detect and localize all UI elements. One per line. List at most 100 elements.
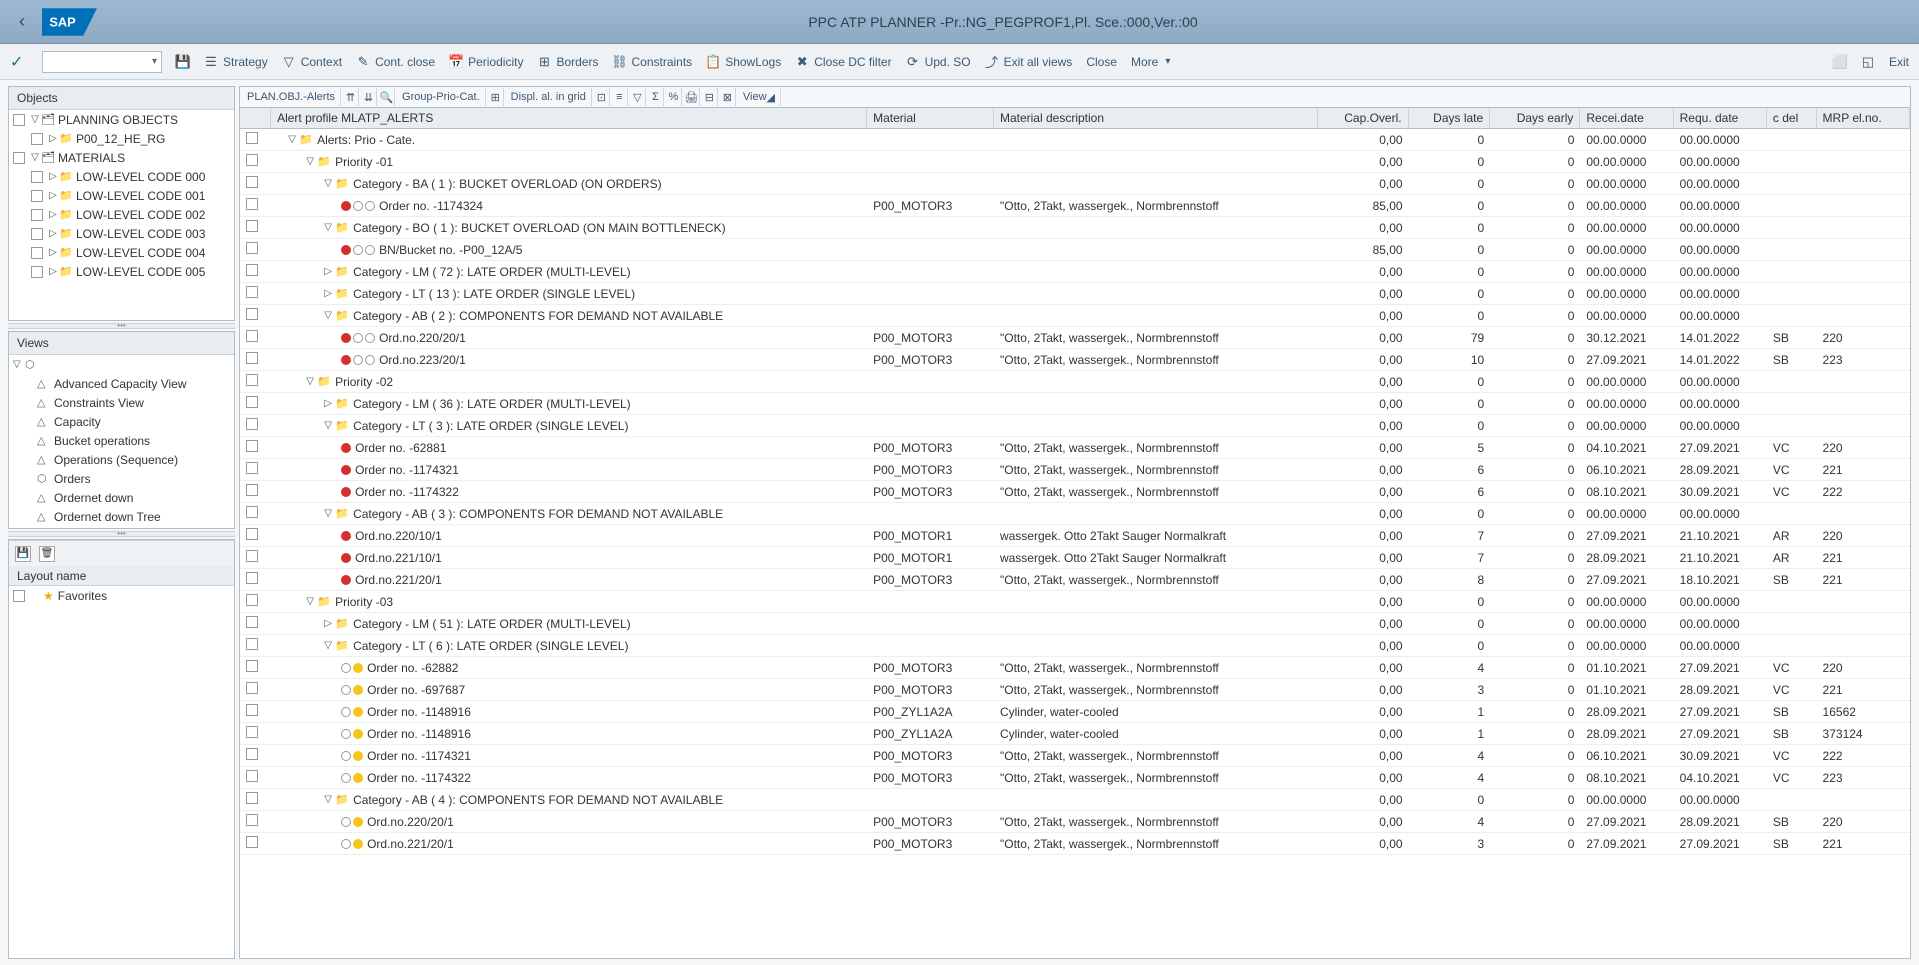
expand-icon[interactable]: ▷: [47, 209, 59, 220]
tree-checkbox[interactable]: [31, 247, 43, 259]
exit-button[interactable]: Exit: [1889, 55, 1909, 69]
tree-checkbox[interactable]: [31, 266, 43, 278]
more-button[interactable]: More▾: [1131, 55, 1170, 69]
row-checkbox[interactable]: [246, 506, 258, 518]
row-expand-icon[interactable]: ▽: [323, 310, 333, 321]
layout-checkbox[interactable]: [13, 590, 25, 602]
row-checkbox[interactable]: [246, 176, 258, 188]
layout-save-icon[interactable]: 💾: [15, 546, 31, 562]
expand-icon[interactable]: ▷: [47, 247, 59, 258]
grid-row[interactable]: ▽📁Priority -02 0,00 0 0 00.00.0000 00.00…: [240, 371, 1910, 393]
tree-checkbox[interactable]: [31, 209, 43, 221]
grid-row[interactable]: ▽📁Priority -01 0,00 0 0 00.00.0000 00.00…: [240, 151, 1910, 173]
group-prio-cat[interactable]: Group-Prio-Cat.: [397, 88, 486, 106]
row-checkbox[interactable]: [246, 308, 258, 320]
tool-icon-4[interactable]: Σ: [648, 88, 664, 106]
row-checkbox[interactable]: [246, 286, 258, 298]
expand-icon[interactable]: ▽: [29, 152, 41, 163]
view-item[interactable]: ⬡ Orders: [9, 469, 234, 488]
grid-row[interactable]: BN/Bucket no. -P00_12A/5 85,00 0 0 00.00…: [240, 239, 1910, 261]
upd-so-button[interactable]: ⟳Upd. SO: [906, 55, 971, 69]
view-item[interactable]: △ Capacity: [9, 412, 234, 431]
grid-row[interactable]: ▷📁Category - LT ( 13 ): LATE ORDER (SING…: [240, 283, 1910, 305]
check-icon[interactable]: ✓: [10, 52, 28, 72]
row-expand-icon[interactable]: ▷: [323, 398, 333, 409]
tree-checkbox[interactable]: [31, 171, 43, 183]
grid-row[interactable]: Ord.no.220/20/1 P00_MOTOR3 "Otto, 2Takt,…: [240, 811, 1910, 833]
close-dc-button[interactable]: ✖Close DC filter: [795, 55, 891, 69]
back-button[interactable]: ‹: [10, 10, 34, 34]
tree-row[interactable]: ▷ 📁 P00_12_HE_RG: [9, 129, 234, 148]
window-icon-1[interactable]: ⬜: [1833, 55, 1847, 69]
tool-icon-2[interactable]: ≡: [612, 88, 628, 106]
expand-icon[interactable]: ▷: [47, 228, 59, 239]
col-alert-profile[interactable]: Alert profile MLATP_ALERTS: [271, 108, 867, 129]
row-checkbox[interactable]: [246, 660, 258, 672]
row-checkbox[interactable]: [246, 748, 258, 760]
row-checkbox[interactable]: [246, 242, 258, 254]
grid-row[interactable]: ▽📁Priority -03 0,00 0 0 00.00.0000 00.00…: [240, 591, 1910, 613]
row-expand-icon[interactable]: ▽: [323, 794, 333, 805]
tool-icon-3[interactable]: ▽: [630, 88, 646, 106]
row-checkbox[interactable]: [246, 154, 258, 166]
row-checkbox[interactable]: [246, 836, 258, 848]
tree-row[interactable]: ▽ 🗂 PLANNING OBJECTS: [9, 110, 234, 129]
grid-icon[interactable]: ⊞: [488, 88, 504, 106]
expand-icon[interactable]: ▷: [47, 133, 59, 144]
row-checkbox[interactable]: [246, 462, 258, 474]
tree-row[interactable]: ▷ 📁 LOW-LEVEL CODE 002: [9, 205, 234, 224]
close-button[interactable]: Close: [1086, 55, 1117, 69]
grid-row[interactable]: Order no. -1174322 P00_MOTOR3 "Otto, 2Ta…: [240, 481, 1910, 503]
constraints-button[interactable]: ⛓Constraints: [612, 55, 692, 69]
tree-row[interactable]: ▽ 🗂 MATERIALS: [9, 148, 234, 167]
row-checkbox[interactable]: [246, 330, 258, 342]
layout-delete-icon[interactable]: 🗑: [39, 546, 55, 562]
tree-row[interactable]: ▷ 📁 LOW-LEVEL CODE 005: [9, 262, 234, 281]
grid-row[interactable]: ▽📁Category - BA ( 1 ): BUCKET OVERLOAD (…: [240, 173, 1910, 195]
displ-al-grid[interactable]: Displ. al. in grid: [506, 88, 592, 106]
borders-button[interactable]: ⊞Borders: [537, 55, 598, 69]
row-expand-icon[interactable]: ▽: [323, 640, 333, 651]
row-checkbox[interactable]: [246, 616, 258, 628]
tree-row[interactable]: ▷ 📁 LOW-LEVEL CODE 001: [9, 186, 234, 205]
grid-row[interactable]: Order no. -62881 P00_MOTOR3 "Otto, 2Takt…: [240, 437, 1910, 459]
context-button[interactable]: ▽Context: [282, 55, 342, 69]
grid-row[interactable]: ▽📁Category - LT ( 3 ): LATE ORDER (SINGL…: [240, 415, 1910, 437]
row-expand-icon[interactable]: ▷: [323, 288, 333, 299]
view-item[interactable]: △ Advanced Capacity View: [9, 374, 234, 393]
row-checkbox[interactable]: [246, 418, 258, 430]
views-root[interactable]: ▽⬡: [9, 355, 234, 374]
row-checkbox[interactable]: [246, 792, 258, 804]
save-icon[interactable]: 💾: [176, 55, 190, 69]
tool-icon-5[interactable]: %: [666, 88, 682, 106]
tree-row[interactable]: ▷ 📁 LOW-LEVEL CODE 000: [9, 167, 234, 186]
tool-icon-8[interactable]: ⊠: [720, 88, 736, 106]
view-item[interactable]: △ Constraints View: [9, 393, 234, 412]
strategy-button[interactable]: ☰Strategy: [204, 55, 268, 69]
row-checkbox[interactable]: [246, 528, 258, 540]
tool-icon-1[interactable]: ⊡: [594, 88, 610, 106]
grid-row[interactable]: Order no. -1148916 P00_ZYL1A2A Cylinder,…: [240, 723, 1910, 745]
grid-row[interactable]: Order no. -1174321 P00_MOTOR3 "Otto, 2Ta…: [240, 745, 1910, 767]
grid-row[interactable]: Ord.no.221/10/1 P00_MOTOR1 wassergek. Ot…: [240, 547, 1910, 569]
grid-row[interactable]: Ord.no.220/10/1 P00_MOTOR1 wassergek. Ot…: [240, 525, 1910, 547]
grid-row[interactable]: ▽📁Alerts: Prio - Cate. 0,00 0 0 00.00.00…: [240, 129, 1910, 151]
grid-row[interactable]: ▽📁Category - LT ( 6 ): LATE ORDER (SINGL…: [240, 635, 1910, 657]
cont-close-button[interactable]: ✎Cont. close: [356, 55, 435, 69]
expand-icon[interactable]: ▷: [47, 171, 59, 182]
row-checkbox[interactable]: [246, 550, 258, 562]
row-expand-icon[interactable]: ▽: [305, 596, 315, 607]
row-expand-icon[interactable]: ▷: [323, 266, 333, 277]
grid-row[interactable]: ▷📁Category - LM ( 51 ): LATE ORDER (MULT…: [240, 613, 1910, 635]
col-c-del[interactable]: c del: [1767, 108, 1817, 129]
col-days-early[interactable]: Days early: [1490, 108, 1580, 129]
col-recei-date[interactable]: Recei.date: [1580, 108, 1673, 129]
view-item[interactable]: △ Bucket operations: [9, 431, 234, 450]
row-checkbox[interactable]: [246, 682, 258, 694]
periodicity-button[interactable]: 📅Periodicity: [449, 55, 523, 69]
drag-handle-2[interactable]: •••: [8, 531, 235, 537]
tool-icon-7[interactable]: ⊟: [702, 88, 718, 106]
grid-row[interactable]: Order no. -1174324 P00_MOTOR3 "Otto, 2Ta…: [240, 195, 1910, 217]
grid-row[interactable]: ▽📁Category - AB ( 3 ): COMPONENTS FOR DE…: [240, 503, 1910, 525]
collapse-all-icon[interactable]: ⇈: [343, 88, 359, 106]
